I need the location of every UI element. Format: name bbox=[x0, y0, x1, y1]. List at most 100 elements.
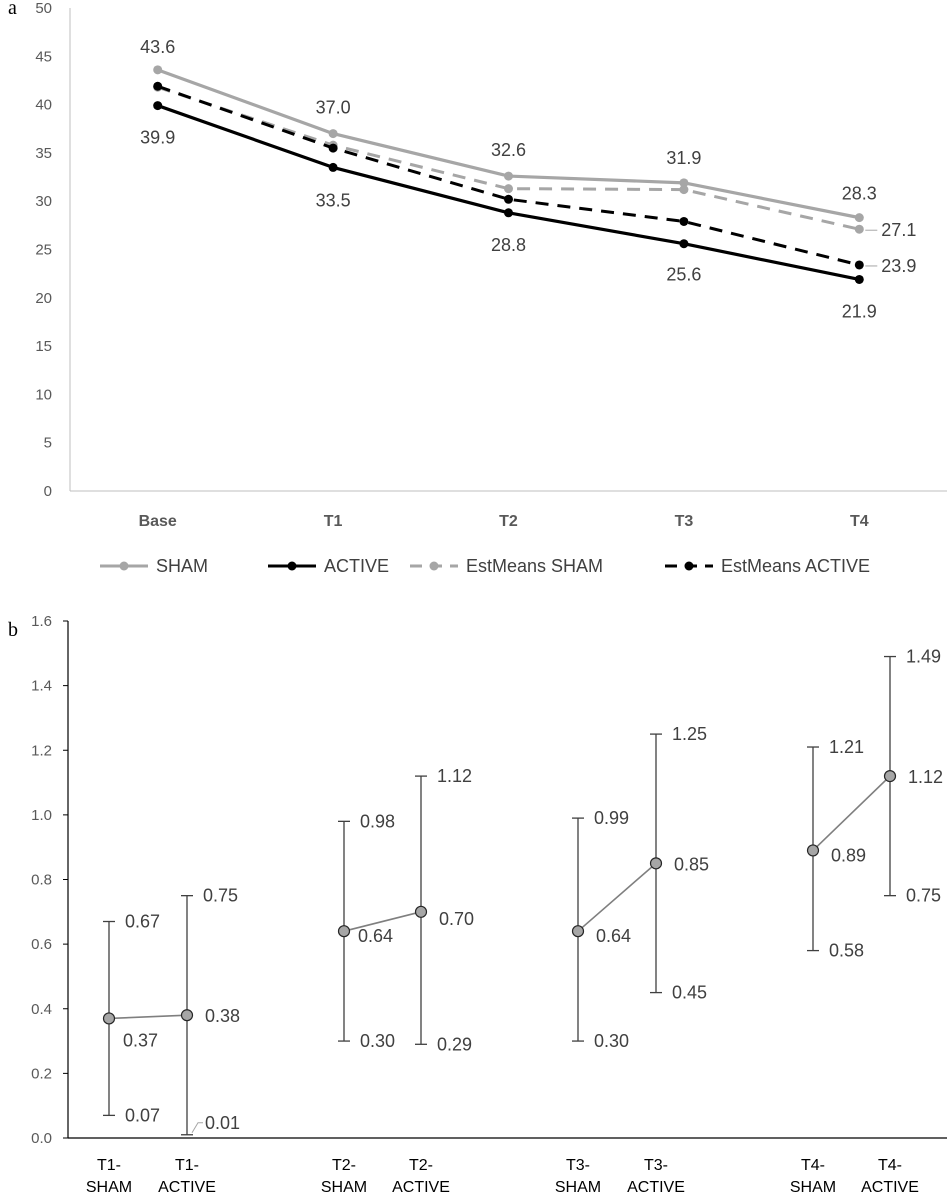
estimate-label: 1.12 bbox=[908, 767, 943, 787]
data-point bbox=[679, 216, 689, 226]
legend-item-label: EstMeans SHAM bbox=[466, 556, 603, 576]
x-tick-label: T4- SHAM bbox=[790, 1157, 836, 1196]
lower-bound-label: 0.75 bbox=[906, 886, 941, 906]
data-point bbox=[679, 239, 689, 249]
pair-connector-line bbox=[812, 775, 891, 851]
data-point bbox=[153, 65, 163, 75]
x-tick-label-line: ACTIVE bbox=[627, 1179, 685, 1196]
estimate-label: 0.37 bbox=[123, 1030, 158, 1050]
legend-swatch-marker bbox=[287, 561, 297, 571]
data-point bbox=[504, 194, 513, 204]
estimate-point bbox=[180, 1009, 194, 1022]
y-tick-label: 45 bbox=[35, 48, 52, 65]
data-label: 37.0 bbox=[316, 98, 351, 118]
x-tick-label: T3- SHAM bbox=[555, 1157, 601, 1196]
x-tick-label-line: ACTIVE bbox=[392, 1179, 450, 1196]
series-line bbox=[157, 85, 860, 231]
y-tick-label: 1.6 bbox=[31, 613, 52, 630]
panel-b-interval-chart: b 0.0 0.2 0.4 0.6 0.8 1.0 1.2 1.4 1.6 T1- SHAM T1- AC… bbox=[8, 613, 947, 1196]
estimate-point bbox=[337, 925, 351, 938]
x-tick-label-line: T4- bbox=[801, 1157, 825, 1174]
y-tick-label: 15 bbox=[35, 338, 52, 355]
y-tick-label: 1.4 bbox=[31, 678, 52, 695]
x-tick-label-line: T1- bbox=[175, 1157, 199, 1174]
upper-bound-label: 1.21 bbox=[829, 737, 864, 757]
x-tick-label: T2 bbox=[499, 513, 518, 530]
estimate-point bbox=[649, 857, 663, 870]
data-point bbox=[504, 171, 513, 181]
x-tick-label: T3 bbox=[675, 513, 694, 530]
data-point bbox=[854, 224, 864, 234]
data-label: 39.9 bbox=[140, 128, 175, 148]
data-label: 32.6 bbox=[491, 140, 526, 160]
y-tick-label: 35 bbox=[35, 145, 52, 162]
x-tick-label: T2- SHAM bbox=[321, 1157, 367, 1196]
y-tick-label: 40 bbox=[35, 97, 52, 114]
upper-bound-label: 1.49 bbox=[906, 647, 941, 667]
data-point bbox=[854, 260, 864, 270]
data-label: 31.9 bbox=[666, 148, 701, 168]
data-point bbox=[679, 178, 689, 188]
x-tick-label-line: ACTIVE bbox=[861, 1179, 919, 1196]
estimate-label: 0.85 bbox=[674, 854, 709, 874]
y-tick-label: 0.4 bbox=[31, 1001, 52, 1018]
legend-swatch-marker bbox=[429, 561, 439, 571]
estimate-label: 0.89 bbox=[831, 845, 866, 865]
lower-bound-label: 0.58 bbox=[829, 941, 864, 961]
x-tick-label-line: SHAM bbox=[86, 1179, 132, 1196]
y-tick-label: 0.0 bbox=[31, 1130, 52, 1147]
y-tick-label: 0 bbox=[44, 483, 52, 500]
x-tick-label-line: SHAM bbox=[555, 1179, 601, 1196]
estimate-point bbox=[571, 925, 585, 938]
estimate-point bbox=[806, 844, 820, 857]
upper-bound-label: 0.98 bbox=[360, 811, 395, 831]
x-tick-label: T4- ACTIVE bbox=[861, 1157, 919, 1196]
x-tick-label: Base bbox=[139, 513, 177, 530]
data-label: 25.6 bbox=[666, 265, 701, 285]
x-tick-label: T3- ACTIVE bbox=[627, 1157, 685, 1196]
lower-bound-label: 0.45 bbox=[672, 983, 707, 1003]
y-tick-label: 0.8 bbox=[31, 872, 52, 889]
x-tick-label-line: T2- bbox=[409, 1157, 433, 1174]
estimate-point bbox=[102, 1012, 116, 1025]
x-tick-label-line: T4- bbox=[878, 1157, 902, 1174]
x-tick-label-line: T1- bbox=[97, 1157, 121, 1174]
data-label: 28.3 bbox=[842, 184, 877, 204]
legend-swatch-marker bbox=[119, 561, 129, 571]
data-label: 23.9 bbox=[881, 256, 916, 276]
x-tick-label-line: T3- bbox=[644, 1157, 668, 1174]
y-tick-label: 20 bbox=[35, 290, 52, 307]
y-tick-label: 1.2 bbox=[31, 742, 52, 759]
panel-label-b: b bbox=[8, 619, 18, 641]
y-tick-label: 50 bbox=[35, 0, 52, 17]
data-point bbox=[504, 184, 513, 194]
legend-item-label: ACTIVE bbox=[324, 556, 389, 576]
panel-a-line-chart: a 0 5 10 15 20 25 30 35 40 45 50 Base T1 T2 T3 T4 43.6 37.… bbox=[8, 0, 947, 576]
data-label: 33.5 bbox=[316, 190, 351, 210]
x-tick-label-line: SHAM bbox=[790, 1179, 836, 1196]
x-tick-label: T1- ACTIVE bbox=[158, 1157, 216, 1196]
estimate-label: 0.38 bbox=[205, 1006, 240, 1026]
panel-label-a: a bbox=[8, 0, 17, 19]
y-tick-label: 30 bbox=[35, 193, 52, 210]
y-tick-label: 1.0 bbox=[31, 807, 52, 824]
data-point bbox=[504, 208, 513, 218]
data-label: 21.9 bbox=[842, 301, 877, 321]
data-label: 43.6 bbox=[140, 37, 175, 57]
x-tick-label: T4 bbox=[850, 513, 869, 530]
legend-item-label: EstMeans ACTIVE bbox=[721, 556, 870, 576]
x-tick-label-line: T3- bbox=[566, 1157, 590, 1174]
data-point bbox=[153, 101, 163, 111]
x-tick-label: T1- SHAM bbox=[86, 1157, 132, 1196]
estimate-point bbox=[883, 769, 897, 783]
x-tick-label: T2- ACTIVE bbox=[392, 1157, 450, 1196]
legend-item-label: SHAM bbox=[156, 556, 208, 576]
data-point bbox=[854, 213, 864, 223]
lower-bound-label: 0.29 bbox=[437, 1034, 472, 1054]
leader-line bbox=[191, 1122, 203, 1134]
lower-bound-label: 0.07 bbox=[125, 1105, 160, 1125]
y-tick-label: 0.2 bbox=[31, 1065, 52, 1082]
x-tick-label-line: ACTIVE bbox=[158, 1179, 216, 1196]
data-point bbox=[679, 185, 689, 195]
